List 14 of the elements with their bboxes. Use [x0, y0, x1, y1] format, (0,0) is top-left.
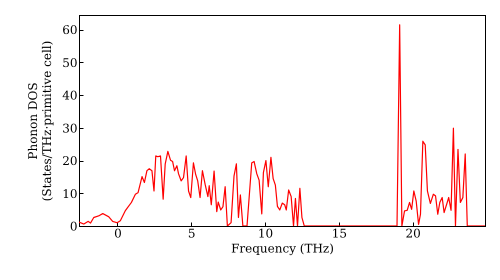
x-tick-label: 10: [258, 226, 274, 240]
x-tick-label: 0: [114, 226, 122, 240]
y-tick-label: 60: [62, 23, 78, 38]
y-tick-label: 20: [62, 154, 78, 168]
x-tick-label: 15: [332, 226, 347, 240]
x-tick-label: 5: [188, 226, 196, 240]
y-tick-label: 10: [62, 186, 78, 201]
x-tick-label: 20: [406, 226, 421, 240]
line-series: [79, 24, 485, 226]
y-axis-title: Phonon DOS (States/THz·primitive cell): [26, 40, 54, 202]
y-tick-label: 30: [62, 121, 78, 136]
y-tick-label: 40: [62, 88, 78, 103]
x-axis-title: Frequency (THz): [231, 242, 334, 256]
y-tick-label: 50: [62, 56, 78, 70]
